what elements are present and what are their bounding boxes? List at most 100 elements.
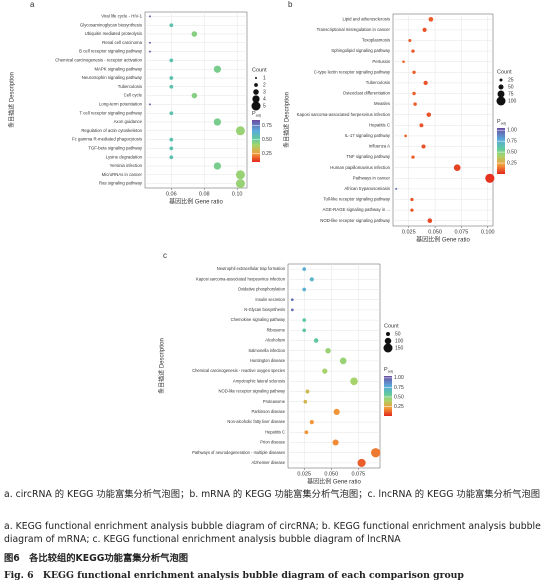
- y-tick-label: Hepatitis C: [265, 429, 285, 434]
- y-tick-label: TNF signaling pathway: [346, 154, 391, 159]
- bubble: [213, 118, 222, 126]
- size-legend-label: 100: [508, 98, 517, 104]
- x-axis-title: 基因比例 Gene ratio: [416, 236, 470, 244]
- bubble: [412, 70, 416, 75]
- y-tick-label: Parkinson disease: [252, 409, 286, 414]
- y-tick-label: Hepatitis C: [369, 122, 390, 127]
- color-legend-title-sub: adj: [388, 370, 393, 374]
- bubble: [413, 102, 417, 106]
- y-tick-label: Fc gamma R-mediated phagocytosis: [72, 137, 142, 142]
- color-legend-title: Padj: [252, 111, 261, 117]
- figure-title-zh: 图6 各比较组的KEGG功能富集分析气泡图: [4, 553, 189, 564]
- bubble: [422, 27, 427, 32]
- bubble: [427, 218, 433, 223]
- size-legend-title: Count: [497, 69, 512, 75]
- y-tick-label: Lipid and atherosclerosis: [342, 16, 390, 21]
- size-legend-label: 1: [263, 75, 266, 81]
- y-tick-label: T cell receptor signaling pathway: [80, 110, 143, 115]
- panel-label: b: [288, 0, 293, 9]
- bubble: [169, 137, 174, 142]
- y-tick-label: Prion disease: [260, 440, 286, 445]
- bubble: [235, 126, 245, 136]
- bubble: [395, 187, 398, 190]
- x-tick-label: 0.025: [297, 471, 311, 477]
- bubble: [412, 91, 416, 96]
- x-tick-label: 0.075: [351, 471, 365, 477]
- y-tick-label: Toxoplasmosis: [362, 38, 390, 43]
- x-tick-label: 0.06: [166, 191, 177, 197]
- bubble: [169, 58, 174, 63]
- color-legend-title-main: P: [384, 367, 388, 373]
- bubble: [302, 318, 307, 322]
- bubble: [303, 399, 308, 404]
- size-legend-label: 5: [263, 103, 266, 109]
- bubble: [290, 308, 294, 312]
- size-legend-key: [254, 83, 258, 87]
- y-tick-label: Alzheimer disease: [252, 460, 286, 465]
- y-tick-label: Chemokine signaling pathway: [231, 317, 286, 322]
- bubble: [169, 76, 174, 80]
- y-tick-label: Cell cycle: [124, 93, 143, 98]
- y-tick-label: Ubiquitin mediated proteolysis: [85, 31, 142, 36]
- colorbar: [497, 128, 505, 174]
- y-tick-label: Viral life cycle - HIV-1: [101, 14, 142, 19]
- x-tick-label: 0.050: [428, 229, 442, 235]
- y-tick-label: Tuberculosis: [366, 80, 390, 85]
- y-tick-label: Oxidative phosphorylation: [238, 287, 286, 292]
- colorbar-label: 0.25: [507, 160, 517, 166]
- colorbar-label: 0.50: [394, 394, 404, 400]
- x-tick-label: 0.075: [455, 229, 469, 235]
- bubble: [213, 162, 222, 170]
- y-tick-label: Insulin secretion: [255, 297, 285, 302]
- size-legend-label: 75: [508, 91, 514, 97]
- plot-panel: [144, 11, 248, 189]
- bubble: [410, 197, 414, 202]
- colorbar: [384, 376, 392, 416]
- bubble: [402, 60, 405, 63]
- y-tick-label: AGE-RAGE signaling pathway in ...: [323, 207, 390, 212]
- bubble: [322, 368, 328, 374]
- y-tick-label: Neurotrophin signaling pathway: [82, 75, 143, 80]
- bubble: [453, 164, 461, 172]
- y-tick-label: Pathways in cancer: [353, 175, 391, 180]
- panel-label: a: [30, 0, 35, 9]
- y-tick-label: Osteoclast differentiation: [343, 91, 391, 96]
- y-tick-label: Tuberculosis: [118, 84, 142, 89]
- size-legend-title: Count: [252, 67, 267, 73]
- size-legend-label: 50: [395, 331, 401, 337]
- color-legend-title: Padj: [384, 367, 393, 373]
- y-tick-label: Pertussis: [372, 59, 390, 64]
- bubble: [333, 408, 340, 415]
- bubble: [235, 179, 245, 189]
- bubble: [169, 23, 174, 28]
- panel-label: c: [163, 251, 167, 260]
- bubble: [290, 298, 294, 302]
- y-tick-label: N-Glycan biosynthesis: [244, 307, 285, 312]
- colorbar-label: 0.25: [394, 404, 404, 410]
- y-tick-label: Axon guidance: [114, 119, 143, 124]
- x-tick-label: 0.08: [199, 191, 210, 197]
- plot-panel: [392, 13, 494, 227]
- y-tick-label: Chemical carcinogenesis - reactive oxyge…: [192, 368, 285, 373]
- bubble: [421, 144, 426, 149]
- bubble: [428, 16, 434, 22]
- y-tick-label: Human papillomavirus infection: [330, 165, 390, 170]
- size-legend-key: [496, 96, 506, 106]
- size-legend-label: 25: [508, 77, 514, 83]
- y-tick-label: Kaposi sarcoma-associated herpesvirus in…: [196, 276, 286, 281]
- bubble: [408, 38, 412, 43]
- y-tick-label: Ribosome: [267, 327, 286, 332]
- bubble: [357, 458, 366, 467]
- y-tick-label: Sphingolipid signaling pathway: [331, 48, 391, 53]
- y-tick-label: B cell receptor signaling pathway: [79, 49, 143, 54]
- y-tick-label: NOD-like receptor signaling pathway: [219, 389, 286, 394]
- y-tick-label: Kaposi sarcoma-associated herpesvirus in…: [297, 112, 391, 117]
- y-axis-title: 条目描述 Description: [158, 338, 166, 394]
- y-tick-label: Toll-like receptor signaling pathway: [323, 197, 390, 202]
- bubble: [235, 170, 245, 180]
- bubble: [371, 448, 381, 458]
- bubble: [302, 287, 307, 292]
- colorbar-label: 1.00: [394, 375, 404, 381]
- colorbar-label: 1.00: [507, 128, 517, 134]
- bubble: [302, 267, 307, 271]
